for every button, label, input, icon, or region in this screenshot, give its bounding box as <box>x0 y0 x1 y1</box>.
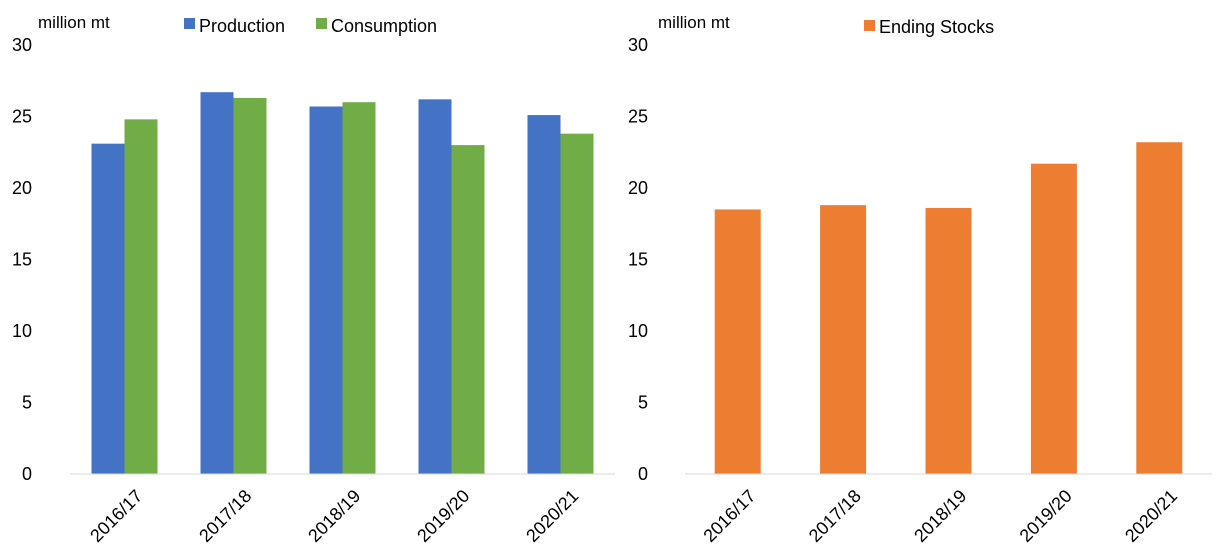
x-category-label: 2016/17 <box>699 486 759 546</box>
x-axis-categories: 2016/17 2017/18 2018/19 2019/20 2020/21 <box>86 486 582 546</box>
y-tick-label: 0 <box>638 464 648 484</box>
x-category-label: 2016/17 <box>86 486 146 546</box>
y-tick-label: 15 <box>628 250 648 270</box>
legend-label-consumption: Consumption <box>331 16 437 36</box>
y-tick-label: 20 <box>628 178 648 198</box>
bar-consumption <box>560 133 594 474</box>
y-tick-label: 5 <box>22 393 32 413</box>
legend-swatch-production <box>184 18 195 29</box>
bar-production <box>527 115 561 474</box>
y-tick-label: 0 <box>22 464 32 484</box>
x-category-label: 2020/21 <box>1121 486 1181 546</box>
legend: Production Consumption <box>184 16 437 36</box>
bar-production <box>309 106 343 475</box>
y-unit-label: million mt <box>658 13 730 32</box>
y-tick-label: 20 <box>12 178 32 198</box>
bar-consumption <box>233 97 267 474</box>
bar-consumption <box>342 102 376 474</box>
bar-consumption <box>451 145 485 474</box>
bar-ending-stocks <box>1136 142 1183 475</box>
y-axis-ticks: 0 5 10 15 20 25 30 <box>12 35 32 484</box>
bar-ending-stocks <box>714 209 761 474</box>
bar-ending-stocks <box>820 205 867 474</box>
x-category-label: 2018/19 <box>304 486 364 546</box>
bar-production <box>200 92 234 474</box>
bar-ending-stocks <box>1030 163 1077 474</box>
y-tick-label: 10 <box>12 321 32 341</box>
x-category-label: 2017/18 <box>805 486 865 546</box>
y-tick-label: 5 <box>638 393 648 413</box>
legend-label-ending-stocks: Ending Stocks <box>879 17 994 37</box>
y-unit-label: million mt <box>38 13 110 32</box>
y-tick-label: 10 <box>628 321 648 341</box>
y-tick-label: 30 <box>628 35 648 55</box>
y-tick-label: 15 <box>12 250 32 270</box>
bars <box>714 142 1183 475</box>
legend-swatch-consumption <box>316 18 327 29</box>
production-consumption-chart: million mt Production Consumption 0 5 10 15… <box>12 13 615 546</box>
legend: Ending Stocks <box>864 17 994 37</box>
y-tick-label: 30 <box>12 35 32 55</box>
y-axis-ticks: 0 5 10 15 20 25 30 <box>628 35 648 484</box>
y-tick-label: 25 <box>12 107 32 127</box>
bar-production <box>418 99 452 474</box>
bars <box>91 92 594 475</box>
bar-production <box>91 143 125 475</box>
x-axis-categories: 2016/17 2017/18 2018/19 2019/20 2020/21 <box>699 486 1181 546</box>
ending-stocks-chart: million mt Ending Stocks 0 5 10 15 20 25 30 20… <box>628 13 1212 546</box>
x-category-label: 2019/20 <box>1016 486 1076 546</box>
legend-swatch-ending-stocks <box>864 20 875 31</box>
legend-label-production: Production <box>199 16 285 36</box>
bar-ending-stocks <box>925 208 972 474</box>
x-category-label: 2017/18 <box>195 486 255 546</box>
x-category-label: 2018/19 <box>910 486 970 546</box>
y-tick-label: 25 <box>628 107 648 127</box>
bar-consumption <box>124 119 158 475</box>
x-category-label: 2019/20 <box>413 486 473 546</box>
x-category-label: 2020/21 <box>522 486 582 546</box>
